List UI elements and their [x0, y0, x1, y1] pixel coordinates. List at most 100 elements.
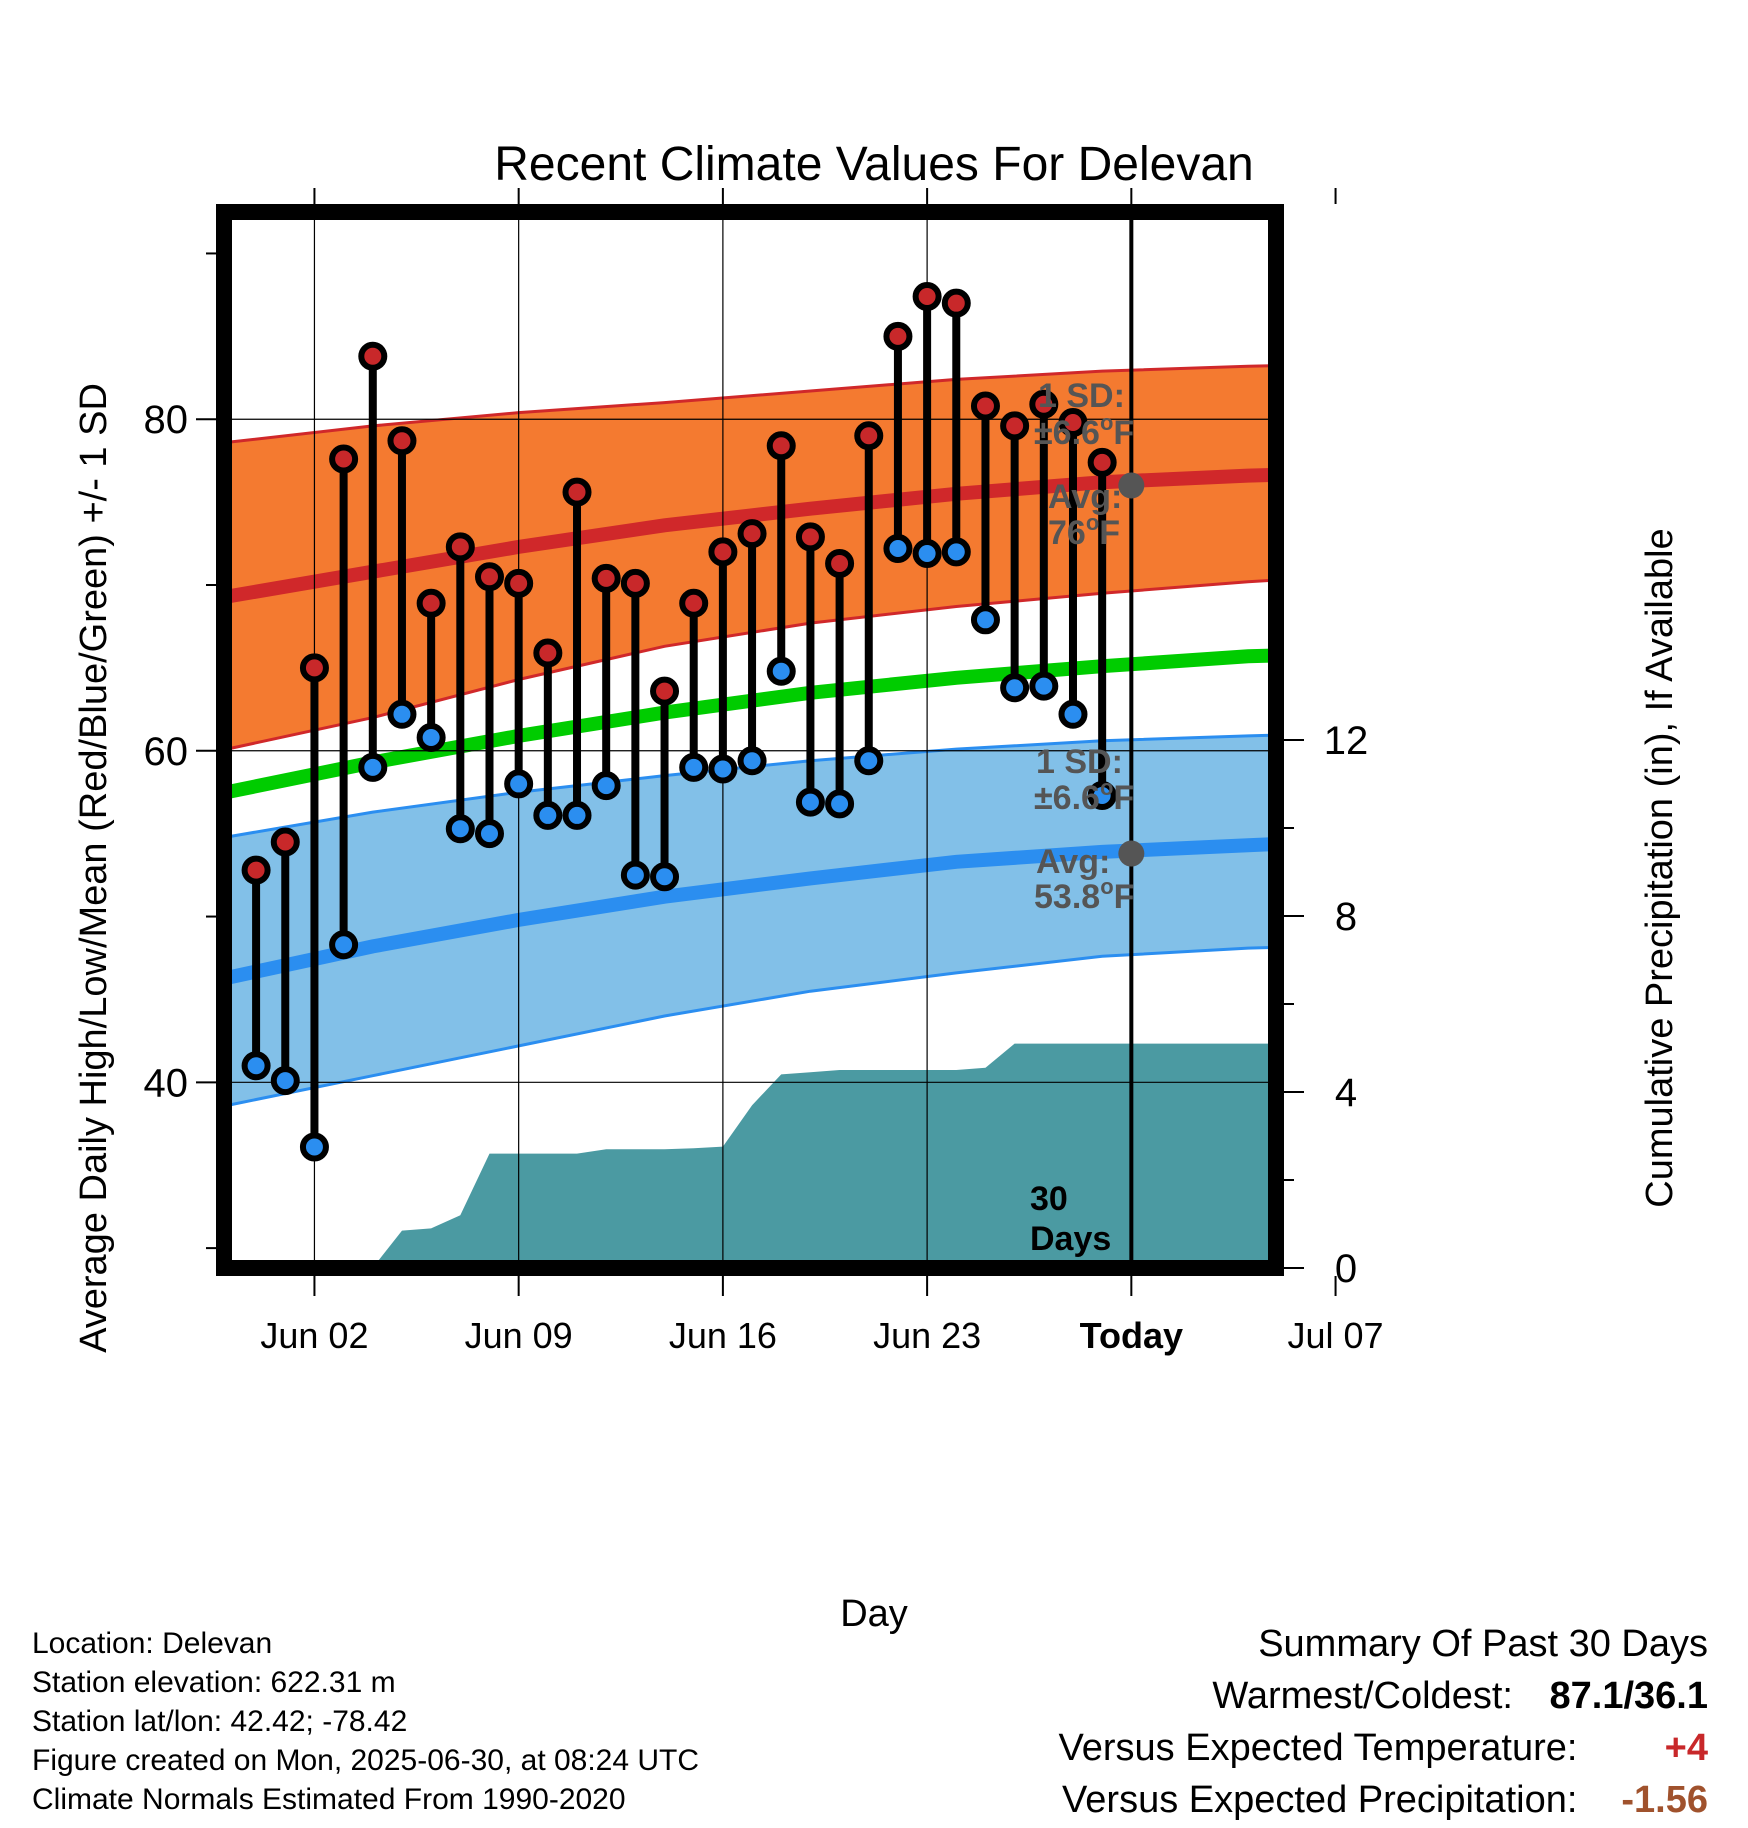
high-temp-dot: [941, 288, 971, 318]
y-right-tick-label-0: 0: [1335, 1247, 1357, 1291]
days-label-number: 30: [1030, 1180, 1068, 1218]
low-sd-label: 1 SD:: [1036, 743, 1123, 781]
summary-panel: Summary Of Past 30 Days Warmest/Coldest:…: [1059, 1618, 1708, 1826]
high-temp-dot: [708, 537, 738, 567]
low-temp-dot: [387, 699, 417, 729]
high-temp-dot: [795, 522, 825, 552]
high-temp-dot: [825, 548, 855, 578]
low-temp-dot: [299, 1132, 329, 1162]
summary-precip-label: Versus Expected Precipitation:: [1062, 1779, 1578, 1821]
info-elevation: Station elevation: 622.31 m: [32, 1666, 396, 1699]
high-temp-dot: [387, 426, 417, 456]
y-right-tick-label-3: 12: [1324, 719, 1369, 763]
low-temp-dot: [241, 1051, 271, 1081]
days-label-word: Days: [1030, 1220, 1111, 1258]
info-normals: Climate Normals Estimated From 1990-2020: [32, 1783, 626, 1816]
high-temp-dot: [912, 282, 942, 312]
y-axis-label-left: Average Daily High/Low/Mean (Red/Blue/Gr…: [73, 383, 115, 1353]
x-tick-label-4: Today: [1080, 1315, 1183, 1356]
low-temp-dot: [854, 746, 884, 776]
summary-precip-value: -1.56: [1621, 1779, 1708, 1821]
summary-temp-value: +4: [1664, 1727, 1708, 1769]
x-tick-label-1: Jun 09: [465, 1315, 573, 1356]
low-temp-dot: [650, 862, 680, 892]
high-temp-dot: [591, 563, 621, 593]
y-right-tick-label-2: 8: [1335, 895, 1357, 939]
low-sd-band-lower-edge: [226, 945, 1276, 1107]
y-right-tick-label-1: 4: [1335, 1071, 1357, 1115]
info-created: Figure created on Mon, 2025-06-30, at 08…: [32, 1744, 700, 1777]
high-temp-dot: [1000, 411, 1030, 441]
precip-area: [226, 1043, 1276, 1268]
high-temp-dot: [679, 588, 709, 618]
high-temp-dot: [533, 638, 563, 668]
high-temp-dot: [970, 391, 1000, 421]
low-temp-dot: [1029, 671, 1059, 701]
chart-title: Recent Climate Values For Delevan: [494, 138, 1253, 191]
low-temp-dot: [708, 754, 738, 784]
low-avg-value: 53.8oF: [1034, 874, 1134, 916]
summary-title: Summary Of Past 30 Days: [1258, 1623, 1708, 1665]
high-temp-dot: [1029, 389, 1059, 419]
low-temp-dot: [504, 769, 534, 799]
high-temp-dot: [650, 676, 680, 706]
low-temp-dot: [1058, 699, 1088, 729]
low-temp-dot: [474, 819, 504, 849]
high-temp-dot: [504, 568, 534, 598]
high-temp-dot: [883, 321, 913, 351]
summary-temp-label: Versus Expected Temperature:: [1058, 1727, 1578, 1769]
high-sd-value: ±6.6oF: [1034, 410, 1134, 452]
low-temp-dot: [591, 771, 621, 801]
high-temp-dot: [562, 477, 592, 507]
info-location: Location: Delevan: [32, 1627, 273, 1660]
summary-warmest-row: Warmest/Coldest: 87.1/36.1: [1059, 1670, 1708, 1722]
high-temp-dot: [1087, 447, 1117, 477]
low-temp-dot: [562, 800, 592, 830]
station-info: Location: Delevan Station elevation: 622…: [32, 1624, 699, 1819]
low-temp-dot: [825, 789, 855, 819]
y-left-tick-label-1: 60: [144, 730, 189, 774]
low-temp-dot: [329, 930, 359, 960]
low-temp-dot: [766, 656, 796, 686]
x-tick-label-3: Jun 23: [873, 1315, 981, 1356]
high-temp-dot: [241, 855, 271, 885]
high-temp-dot: [329, 444, 359, 474]
info-latlon: Station lat/lon: 42.42; -78.42: [32, 1705, 408, 1738]
low-temp-dot: [620, 860, 650, 890]
high-temp-dot: [270, 827, 300, 857]
low-avg-marker: [1118, 840, 1145, 867]
high-avg-marker: [1118, 472, 1145, 499]
x-tick-label-5: Jul 07: [1288, 1315, 1384, 1356]
high-avg-value: 76oF: [1048, 510, 1120, 552]
high-temp-dot: [474, 562, 504, 592]
x-axis-label: Day: [840, 1593, 908, 1635]
high-avg-label: Avg:: [1048, 478, 1122, 516]
high-normal-line: [225, 467, 1276, 604]
low-temp-dot: [941, 537, 971, 567]
high-temp-dot: [358, 341, 388, 371]
summary-temp-row: Versus Expected Temperature: +4: [1059, 1722, 1708, 1774]
low-normal-line: [225, 836, 1276, 985]
high-temp-dot: [445, 532, 475, 562]
high-temp-dot: [299, 653, 329, 683]
y-axis-label-right: Cumulative Precipitation (in), If Availa…: [1639, 528, 1681, 1207]
summary-precip-row: Versus Expected Precipitation: -1.56: [1059, 1774, 1708, 1826]
low-sd-value: ±6.6oF: [1034, 775, 1134, 817]
high-sd-band-upper-edge: [226, 364, 1276, 444]
low-temp-dot: [1087, 781, 1117, 811]
low-temp-dot: [679, 752, 709, 782]
low-temp-dot: [883, 534, 913, 564]
low-temp-dot: [737, 746, 767, 776]
high-temp-dot: [620, 568, 650, 598]
high-temp-dot: [766, 431, 796, 461]
y-left-tick-label-2: 80: [144, 398, 189, 442]
low-temp-dot: [970, 605, 1000, 635]
low-temp-dot: [270, 1066, 300, 1096]
low-avg-label: Avg:: [1036, 843, 1110, 881]
low-temp-dot: [533, 800, 563, 830]
x-tick-label-2: Jun 16: [669, 1315, 777, 1356]
summary-warmest-label: Warmest/Coldest:: [1212, 1675, 1513, 1717]
